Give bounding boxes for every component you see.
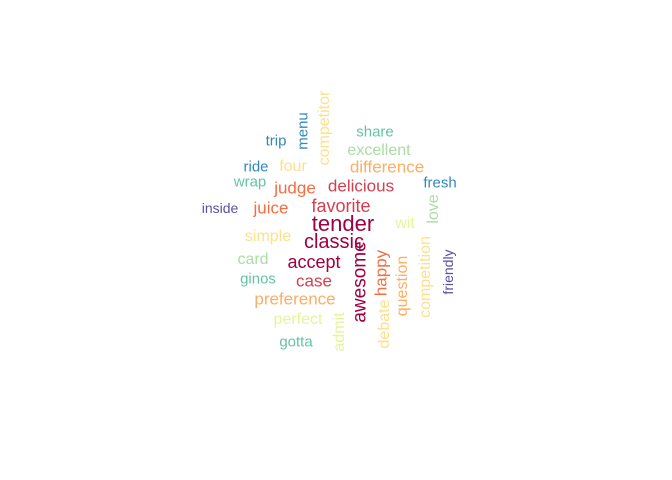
- cloud-word-awesome: awesome: [349, 241, 371, 323]
- cloud-word-accept: accept: [287, 252, 341, 272]
- cloud-word-ride: ride: [243, 158, 269, 176]
- cloud-word-inside: inside: [201, 200, 239, 216]
- cloud-word-gotta: gotta: [279, 333, 313, 351]
- cloud-word-wrap: wrap: [233, 173, 267, 191]
- cloud-word-case: case: [296, 271, 332, 291]
- cloud-word-competitor: competitor: [316, 90, 333, 166]
- cloud-word-tender: tender: [311, 211, 375, 236]
- cloud-word-menu: menu: [294, 112, 312, 150]
- cloud-word-delicious: delicious: [327, 176, 395, 196]
- cloud-word-card: card: [237, 251, 269, 268]
- cloud-word-wit: wit: [395, 215, 415, 232]
- cloud-word-four: four: [279, 158, 307, 175]
- cloud-word-competition: competition: [417, 236, 434, 318]
- cloud-word-trip: trip: [265, 132, 287, 150]
- cloud-word-judge: judge: [274, 178, 316, 198]
- cloud-word-difference: difference: [349, 157, 425, 177]
- cloud-word-admit: admit: [331, 312, 348, 352]
- cloud-word-classic: classic: [303, 231, 365, 253]
- cloud-word-question: question: [394, 255, 411, 317]
- cloud-word-happy: happy: [371, 249, 391, 297]
- cloud-word-share: share: [356, 123, 394, 141]
- cloud-word-love: love: [425, 194, 442, 224]
- cloud-word-favorite: favorite: [311, 196, 371, 216]
- cloud-word-fresh: fresh: [423, 174, 457, 192]
- cloud-word-preference: preference: [254, 289, 336, 309]
- cloud-word-friendly: friendly: [440, 249, 456, 295]
- cloud-word-juice: juice: [253, 198, 289, 218]
- cloud-word-ginos: ginos: [240, 270, 276, 288]
- cloud-word-perfect: perfect: [273, 311, 323, 328]
- cloud-word-excellent: excellent: [347, 142, 411, 159]
- cloud-word-simple: simple: [244, 228, 292, 245]
- cloud-word-debate: debate: [376, 299, 393, 349]
